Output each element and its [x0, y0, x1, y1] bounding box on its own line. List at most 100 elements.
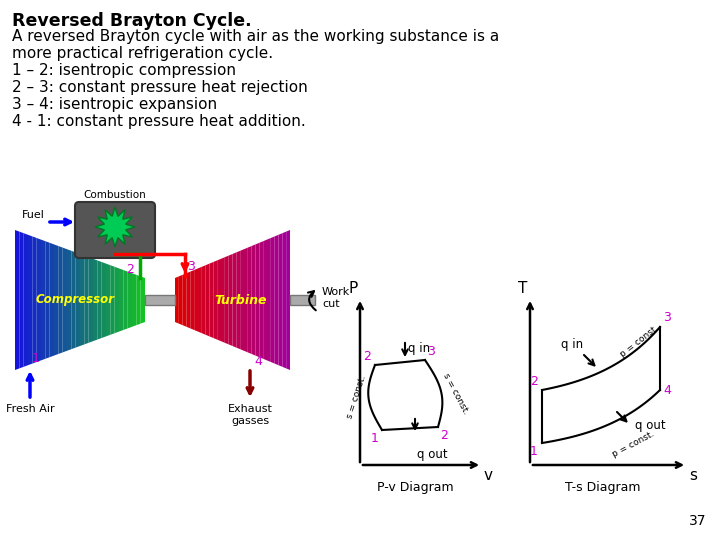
Text: T-s Diagram: T-s Diagram	[564, 481, 640, 494]
Polygon shape	[45, 241, 50, 359]
Polygon shape	[259, 241, 264, 359]
Text: 1 – 2: isentropic compression: 1 – 2: isentropic compression	[12, 63, 236, 78]
Polygon shape	[41, 240, 45, 360]
Polygon shape	[54, 245, 58, 356]
Text: 3: 3	[427, 345, 435, 358]
Polygon shape	[279, 233, 282, 367]
Polygon shape	[221, 257, 225, 343]
Polygon shape	[183, 273, 186, 327]
Text: q in: q in	[408, 342, 430, 355]
Polygon shape	[274, 235, 279, 365]
Text: s: s	[689, 468, 697, 483]
Polygon shape	[264, 240, 267, 360]
Polygon shape	[114, 267, 119, 333]
Polygon shape	[256, 243, 259, 357]
Polygon shape	[67, 249, 71, 351]
Text: 3 – 4: isentropic expansion: 3 – 4: isentropic expansion	[12, 97, 217, 112]
Text: T: T	[518, 281, 528, 296]
Polygon shape	[95, 207, 135, 247]
Polygon shape	[236, 251, 240, 349]
Polygon shape	[267, 238, 271, 362]
Text: 3: 3	[187, 260, 195, 273]
Text: Turbine: Turbine	[215, 294, 266, 307]
Text: 4: 4	[663, 383, 671, 396]
Text: Compressor: Compressor	[35, 294, 114, 307]
Text: 2: 2	[126, 263, 134, 276]
Polygon shape	[233, 252, 236, 348]
Polygon shape	[190, 270, 194, 330]
Text: P: P	[348, 281, 358, 296]
Polygon shape	[286, 230, 290, 370]
Polygon shape	[248, 246, 252, 354]
FancyBboxPatch shape	[75, 202, 155, 258]
Text: Reversed Brayton Cycle.: Reversed Brayton Cycle.	[12, 12, 251, 30]
Text: 2 – 3: constant pressure heat rejection: 2 – 3: constant pressure heat rejection	[12, 80, 307, 95]
Text: q out: q out	[635, 418, 665, 431]
Polygon shape	[136, 275, 140, 325]
Text: q in: q in	[561, 338, 583, 351]
Polygon shape	[225, 255, 229, 345]
Text: P-v Diagram: P-v Diagram	[377, 481, 454, 494]
Text: 37: 37	[688, 514, 706, 528]
Text: Fresh Air: Fresh Air	[6, 404, 54, 414]
Polygon shape	[15, 230, 19, 370]
Polygon shape	[271, 237, 274, 363]
Polygon shape	[97, 260, 102, 340]
Polygon shape	[89, 257, 93, 343]
Polygon shape	[179, 275, 183, 325]
Polygon shape	[80, 254, 84, 346]
Polygon shape	[140, 276, 145, 323]
Polygon shape	[106, 264, 110, 336]
Polygon shape	[58, 246, 63, 354]
Polygon shape	[63, 248, 67, 353]
Text: 3: 3	[663, 311, 671, 324]
Polygon shape	[206, 264, 210, 336]
Bar	[145, 295, 175, 305]
Polygon shape	[32, 237, 37, 363]
Text: 2: 2	[530, 375, 538, 388]
Text: 1: 1	[371, 432, 379, 445]
Polygon shape	[213, 260, 217, 340]
Polygon shape	[50, 243, 54, 357]
Polygon shape	[202, 265, 206, 335]
Polygon shape	[217, 259, 221, 341]
Text: Fuel: Fuel	[22, 210, 45, 220]
Polygon shape	[282, 232, 286, 368]
Polygon shape	[76, 252, 80, 348]
Text: q out: q out	[417, 448, 448, 461]
Polygon shape	[110, 265, 114, 335]
Polygon shape	[194, 268, 198, 332]
Polygon shape	[244, 248, 248, 353]
Polygon shape	[37, 238, 41, 362]
Text: s = const.: s = const.	[345, 374, 368, 420]
Polygon shape	[240, 249, 244, 351]
Text: 2: 2	[363, 350, 371, 363]
Polygon shape	[71, 251, 76, 349]
Text: Work
cut: Work cut	[322, 287, 350, 309]
Text: s = const.: s = const.	[441, 372, 470, 416]
Polygon shape	[119, 268, 123, 332]
Text: more practical refrigeration cycle.: more practical refrigeration cycle.	[12, 46, 273, 61]
Bar	[290, 295, 315, 305]
Text: 4 - 1: constant pressure heat addition.: 4 - 1: constant pressure heat addition.	[12, 114, 306, 129]
Text: Exhaust
gasses: Exhaust gasses	[228, 404, 272, 426]
Text: Combustion: Combustion	[84, 190, 146, 200]
Polygon shape	[28, 235, 32, 365]
Text: 2: 2	[440, 429, 448, 442]
Text: p = const.: p = const.	[611, 429, 657, 459]
Polygon shape	[198, 267, 202, 333]
Polygon shape	[19, 232, 24, 368]
Polygon shape	[132, 273, 136, 327]
Polygon shape	[127, 272, 132, 328]
Text: v: v	[484, 468, 493, 483]
Text: A reversed Brayton cycle with air as the working substance is a: A reversed Brayton cycle with air as the…	[12, 29, 499, 44]
Polygon shape	[84, 255, 89, 345]
Text: 4: 4	[254, 355, 262, 368]
Polygon shape	[210, 262, 213, 338]
Polygon shape	[252, 245, 256, 356]
Polygon shape	[123, 270, 127, 330]
Polygon shape	[24, 233, 28, 367]
Text: 1: 1	[530, 445, 538, 458]
Text: p = const.: p = const.	[618, 324, 661, 360]
Polygon shape	[175, 276, 179, 323]
